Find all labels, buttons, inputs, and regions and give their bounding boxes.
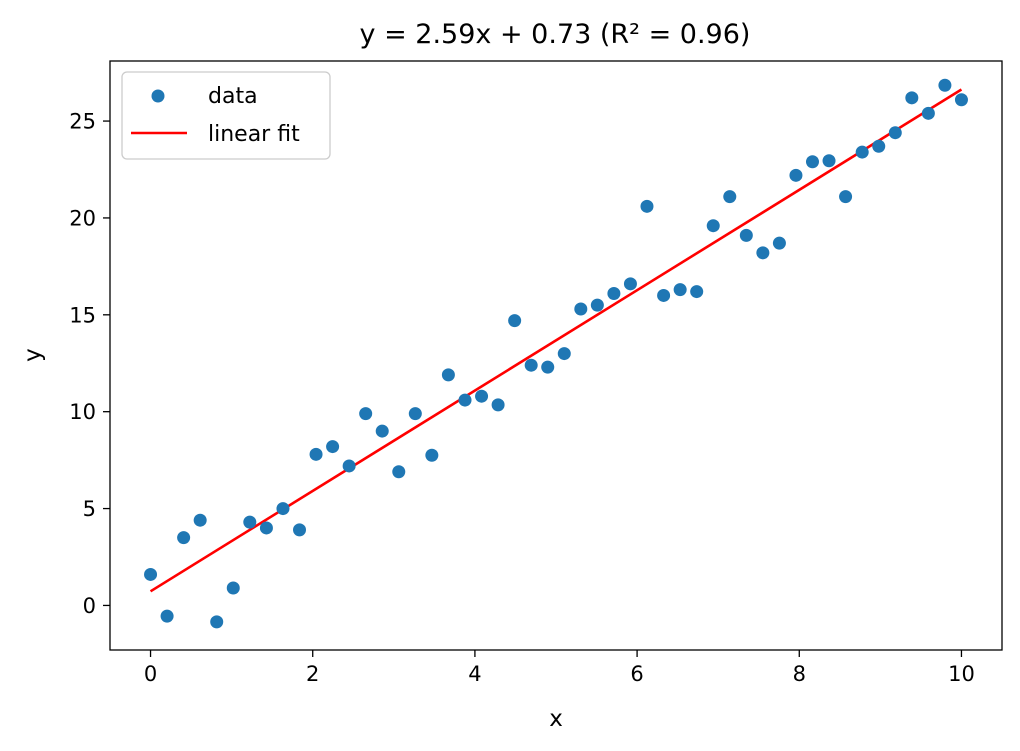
data-point — [756, 246, 770, 260]
x-tick-label: 10 — [948, 662, 975, 686]
data-point — [293, 523, 307, 537]
data-point — [359, 407, 373, 421]
data-point — [723, 190, 737, 204]
data-point — [706, 219, 720, 233]
data-point — [855, 145, 869, 159]
data-point — [458, 393, 472, 407]
data-point — [193, 513, 207, 527]
data-point — [574, 302, 588, 316]
data-point — [623, 277, 637, 291]
data-point — [557, 347, 571, 361]
data-point — [508, 314, 522, 328]
data-point — [607, 287, 621, 300]
data-point — [210, 615, 224, 629]
data-point — [905, 91, 919, 105]
data-point — [673, 283, 687, 297]
data-point — [839, 190, 853, 204]
y-tick-label: 10 — [69, 400, 96, 424]
x-tick-label: 2 — [306, 662, 319, 686]
data-point — [259, 521, 273, 535]
x-axis-label: x — [549, 706, 563, 732]
legend-label-fit: linear fit — [208, 122, 300, 147]
data-point — [491, 398, 505, 412]
data-point — [425, 448, 439, 462]
data-point — [657, 288, 671, 302]
x-tick-label: 8 — [793, 662, 806, 686]
data-point — [375, 424, 389, 438]
y-tick-label: 20 — [69, 206, 96, 230]
x-tick-label: 0 — [144, 662, 157, 686]
data-point — [475, 389, 489, 403]
y-tick-label: 5 — [83, 497, 96, 521]
data-point — [872, 139, 886, 153]
data-point — [921, 106, 935, 120]
data-point — [822, 154, 836, 168]
data-point — [524, 358, 538, 372]
data-point — [160, 609, 174, 623]
y-tick-label: 15 — [69, 303, 96, 327]
data-point — [226, 581, 240, 595]
data-point — [326, 440, 340, 454]
legend: data linear fit — [121, 71, 331, 160]
data-point — [938, 78, 952, 92]
chart-title: y = 2.59x + 0.73 (R² = 0.96) — [360, 19, 751, 50]
data-point — [177, 531, 191, 545]
data-point — [805, 155, 819, 169]
x-tick-label: 4 — [468, 662, 481, 686]
data-point — [342, 459, 356, 473]
y-tick-label: 25 — [69, 110, 96, 134]
x-axis-ticks: 0 2 4 6 8 10 — [144, 650, 975, 686]
data-point — [888, 126, 902, 140]
data-point — [590, 298, 604, 312]
legend-label-data: data — [208, 84, 258, 109]
data-point — [309, 447, 323, 461]
data-point — [690, 285, 704, 299]
data-point — [144, 567, 158, 581]
data-point — [276, 502, 290, 516]
y-tick-label: 0 — [83, 594, 96, 618]
data-point — [789, 168, 803, 182]
data-point — [392, 465, 406, 479]
x-tick-label: 6 — [630, 662, 643, 686]
data-point — [739, 228, 753, 242]
data-points-layer — [144, 78, 968, 629]
data-point — [243, 515, 257, 529]
legend-box — [121, 71, 331, 160]
plot-frame — [109, 60, 1003, 651]
data-point — [640, 199, 654, 213]
data-point — [441, 368, 455, 382]
y-axis-label: y — [20, 348, 46, 362]
y-axis-ticks: 0 5 10 15 20 25 — [69, 110, 110, 618]
data-point — [954, 93, 968, 107]
data-point — [541, 360, 555, 374]
data-point — [408, 407, 422, 421]
data-point — [772, 236, 786, 250]
legend-data-marker — [151, 89, 165, 103]
